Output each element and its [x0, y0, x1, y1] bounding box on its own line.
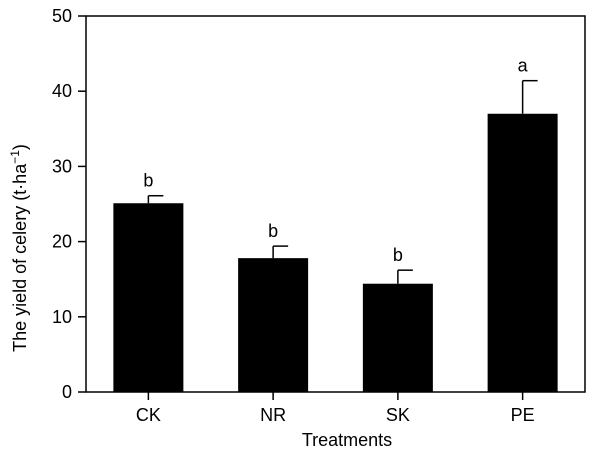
y-tick-label-10: 10 — [52, 307, 72, 327]
x-tick-label-sk: SK — [386, 405, 410, 425]
x-tick-label-nr: NR — [260, 405, 286, 425]
y-tick-label-0: 0 — [62, 382, 72, 402]
plot-frame — [85, 15, 586, 393]
significance-letter-sk: b — [393, 245, 403, 265]
significance-letter-nr: b — [268, 221, 278, 241]
y-tick-label-50: 50 — [52, 6, 72, 26]
bar-pe — [487, 113, 558, 392]
x-axis-title: Treatments — [302, 430, 392, 449]
x-tick-label-ck: CK — [136, 405, 161, 425]
bar-nr — [238, 258, 309, 392]
plot-area: 0 10 20 30 40 50 b CK b NR b SK a PE — [52, 6, 586, 425]
y-axis-title: The yield of celery (t·ha−1) — [8, 144, 30, 352]
bar-ck — [113, 203, 184, 392]
x-tick-label-pe: PE — [511, 405, 535, 425]
significance-letter-pe: a — [518, 56, 529, 76]
y-tick-label-40: 40 — [52, 81, 72, 101]
y-tick-label-20: 20 — [52, 232, 72, 252]
significance-letter-ck: b — [143, 171, 153, 191]
bar-sk — [362, 283, 433, 392]
y-tick-label-30: 30 — [52, 156, 72, 176]
